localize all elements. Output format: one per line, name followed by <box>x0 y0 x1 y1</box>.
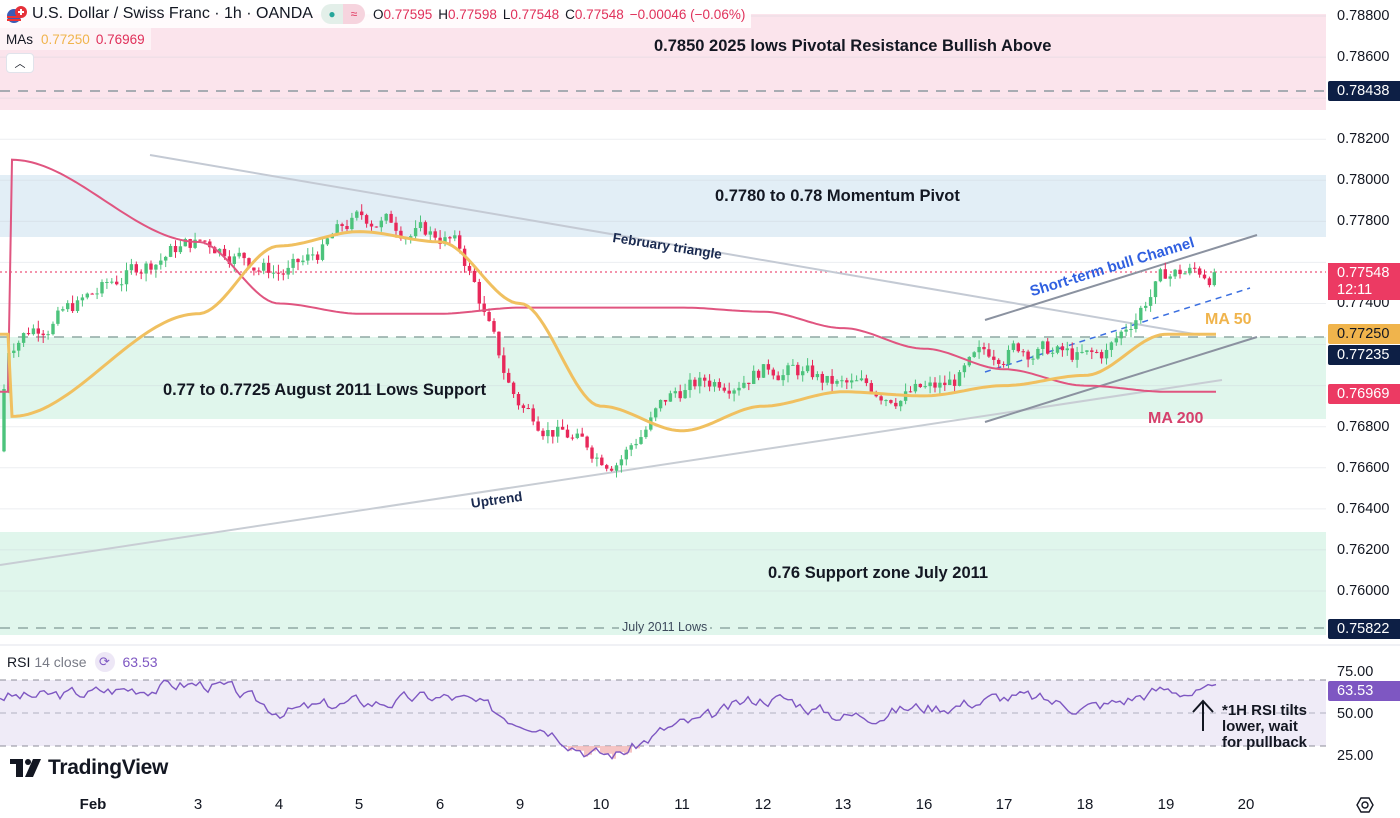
time-tick: 5 <box>354 796 364 813</box>
rsi-tick: 50.00 <box>1337 706 1374 722</box>
ma200-label[interactable]: MA 200 <box>1148 410 1204 427</box>
ma-legend-label: MAs <box>6 31 33 47</box>
price-tick: 0.76400 <box>1337 501 1390 517</box>
price-tick: 0.76600 <box>1337 460 1390 476</box>
zone-momentum-label[interactable]: 0.7780 to 0.78 Momentum Pivot <box>715 187 960 205</box>
price-tick: 0.76200 <box>1337 542 1390 558</box>
last-price-value: 0.77548 <box>1337 265 1390 281</box>
time-tick: 4 <box>274 796 284 813</box>
time-tick: 3 <box>193 796 203 813</box>
ohlc-low: L0.77548 <box>502 6 560 22</box>
price-tick: 0.78200 <box>1337 131 1390 147</box>
symbol-title[interactable]: U.S. Dollar / Swiss Franc · 1h · OANDA <box>32 5 313 22</box>
feb-triangle-line <box>149 154 1201 336</box>
resistance-price-tag: 0.78438 <box>1328 81 1400 101</box>
ma50-price-tag: 0.77250 <box>1328 324 1400 344</box>
time-tick: 16 <box>915 796 933 813</box>
ohlc-close: C0.77548 <box>565 6 624 22</box>
rsi-legend[interactable]: RSI 14 close ⟳ 63.53 <box>7 652 158 672</box>
price-tick: 0.76800 <box>1337 419 1390 435</box>
tradingview-logo[interactable]: TradingView <box>10 756 168 780</box>
rsi-value-tag: 63.53 <box>1328 681 1400 701</box>
rsi-note[interactable]: *1H RSI tilts lower, wait for pullback <box>1222 703 1307 751</box>
rsi-value: 63.53 <box>122 654 158 670</box>
time-tick: 6 <box>435 796 445 813</box>
price-tick: 0.78600 <box>1337 49 1390 65</box>
zone-aug-support-label[interactable]: 0.77 to 0.7725 August 2011 Lows Support <box>163 381 487 399</box>
ma-legend[interactable]: MAs 0.77250 0.76969 <box>0 28 151 50</box>
time-tick: 10 <box>592 796 610 813</box>
july-lows-label[interactable]: July 2011 Lows <box>619 620 711 634</box>
price-change: −0.00046 (−0.06%) <box>629 6 746 22</box>
refresh-icon[interactable]: ⟳ <box>94 652 115 672</box>
rsi-oversold-fill <box>564 746 640 759</box>
price-tick: 0.76000 <box>1337 583 1390 599</box>
delayed-wave-icon: ≈ <box>342 4 365 24</box>
zone-resistance <box>0 14 1326 110</box>
price-tick: 0.77800 <box>1337 213 1390 229</box>
july-lows-price-tag: 0.75822 <box>1328 619 1400 639</box>
ma200-value: 0.76969 <box>95 31 145 47</box>
ma50-label[interactable]: MA 50 <box>1205 311 1252 328</box>
status-pill[interactable]: ● ≈ <box>320 4 365 24</box>
rsi-line <box>0 679 1217 760</box>
support-price-tag: 0.77235 <box>1328 345 1400 365</box>
rsi-note-line-3: for pullback <box>1222 734 1308 751</box>
rsi-tick: 25.00 <box>1337 748 1374 764</box>
last-price-tag: 0.77548 12:11 <box>1328 263 1400 300</box>
time-tick: Feb <box>79 796 107 813</box>
settings-gear-icon[interactable] <box>1355 795 1375 815</box>
zone-momentum-pivot <box>0 175 1326 237</box>
rsi-arrow-head-icon <box>1192 699 1214 713</box>
time-tick: 13 <box>834 796 852 813</box>
ohlc-open: O0.77595 <box>372 6 433 22</box>
tradingview-logo-text: TradingView <box>48 756 169 779</box>
rsi-name: RSI <box>7 654 31 670</box>
rsi-params: 14 close <box>34 654 87 670</box>
zone-resistance-label[interactable]: 0.7850 2025 lows Pivotal Resistance Bull… <box>654 37 1052 55</box>
time-tick: 12 <box>754 796 772 813</box>
bull-channel-lower <box>984 336 1258 423</box>
time-tick: 17 <box>995 796 1013 813</box>
chevron-up-icon: ︿ <box>14 58 26 70</box>
ma200-price-tag: 0.76969 <box>1328 384 1400 404</box>
time-tick: 20 <box>1237 796 1255 813</box>
tradingview-logo-icon <box>10 759 42 777</box>
time-tick: 9 <box>515 796 525 813</box>
usd-chf-flag-icon <box>6 5 28 23</box>
rsi-tick: 75.00 <box>1337 664 1374 680</box>
bull-channel-upper <box>984 234 1258 321</box>
rsi-note-line-1: *1H RSI tilts <box>1222 702 1308 719</box>
price-tick: 0.78800 <box>1337 8 1390 24</box>
rsi-note-line-2: lower, wait <box>1222 718 1298 735</box>
time-tick: 18 <box>1076 796 1094 813</box>
market-open-dot-icon: ● <box>320 4 343 24</box>
time-tick: 11 <box>674 796 690 813</box>
zone-july-support <box>0 532 1326 635</box>
rsi-axis[interactable]: 75.00 50.00 25.00 <box>1326 645 1400 785</box>
ma200-line <box>0 158 1216 393</box>
ma50-line <box>0 230 1216 433</box>
symbol-legend[interactable]: U.S. Dollar / Swiss Franc · 1h · OANDA ●… <box>0 0 752 28</box>
time-tick: 19 <box>1157 796 1175 813</box>
zone-july-support-label[interactable]: 0.76 Support zone July 2011 <box>768 564 989 582</box>
ohlc-high: H0.77598 <box>438 6 497 22</box>
collapse-legend-button[interactable]: ︿ <box>6 53 34 73</box>
price-tick: 0.78000 <box>1337 172 1390 188</box>
bar-countdown: 12:11 <box>1337 282 1373 298</box>
ma50-value: 0.77250 <box>41 31 90 47</box>
